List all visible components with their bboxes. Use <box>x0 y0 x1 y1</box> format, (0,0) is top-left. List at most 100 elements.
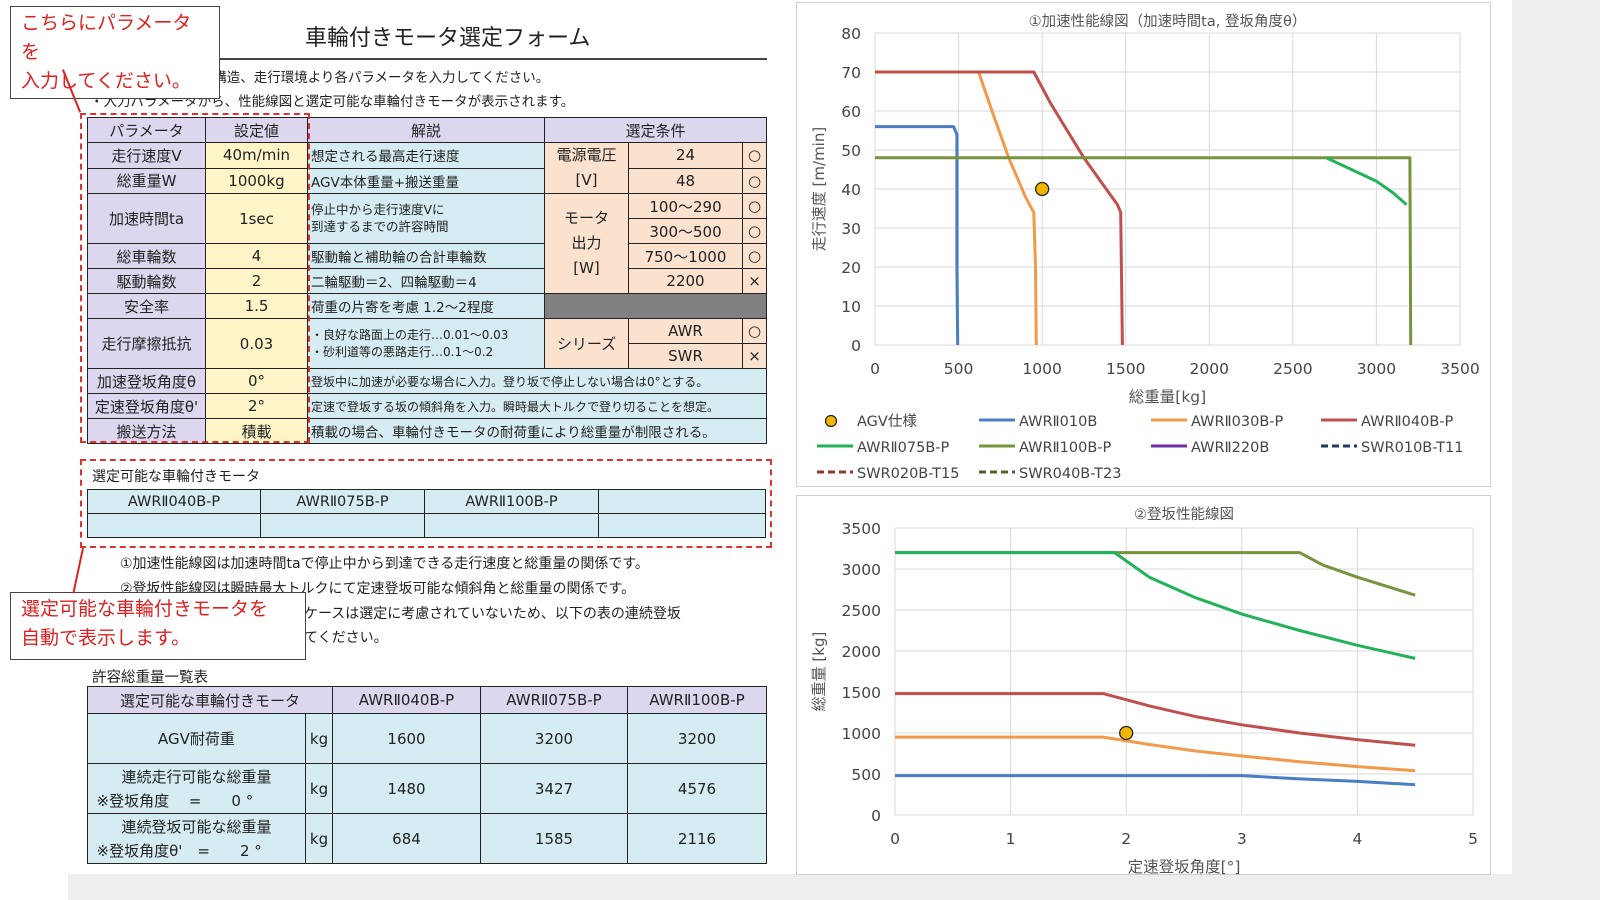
legend-label: SWR010B-T11 <box>1361 440 1463 456</box>
x-tick-label: 4 <box>1352 830 1362 848</box>
param-name: 総車輪数 <box>87 243 206 269</box>
title-rule <box>75 58 767 60</box>
param-value-safety[interactable]: 1.5 <box>205 293 308 319</box>
cond-voltage: 24 <box>628 142 743 169</box>
y-tick-label: 3500 <box>842 520 881 538</box>
cond-output: 2200 <box>628 268 743 294</box>
param-name: 定速登坂角度θ' <box>87 393 206 419</box>
cond-mark: ○ <box>742 218 767 244</box>
accel-chart: ①加速性能線図（加速時間ta, 登坂角度θ） 0 10 20 30 40 50 60 70 80 0… <box>810 13 1480 482</box>
climb-chart-panel: ②登坂性能線図 0 500 1000 1500 2000 2500 3000 3500 0 1 2 3 4… <box>796 495 1491 876</box>
sheet-background <box>68 874 1548 900</box>
x-tick-label: 0 <box>870 360 880 378</box>
allowable-value: 1480 <box>332 763 481 814</box>
agv-spec-marker <box>1034 181 1050 197</box>
param-desc: 定速で登坂する坂の傾斜角を入力。瞬時最大トルクで登り切ることを想定。 <box>307 393 767 419</box>
param-desc: 積載の場合、車輪付きモータの耐荷重により総重量が制限される。 <box>307 418 767 444</box>
selectable-motor <box>598 489 766 514</box>
param-value-speed[interactable]: 40m/min <box>205 142 308 169</box>
allowable-unit: kg <box>305 713 333 764</box>
form-title: 車輪付きモータ選定フォーム <box>305 26 591 51</box>
y-tick-label: 1500 <box>842 684 881 702</box>
legend-label: AGV仕様 <box>857 413 917 430</box>
y-tick-label: 0 <box>871 807 881 825</box>
param-name: 走行速度V <box>87 142 206 169</box>
cond-mark: ○ <box>742 167 767 194</box>
param-value-weight[interactable]: 1000kg <box>205 167 308 194</box>
param-desc: 停止中から走行速度Vに 到達するまでの許容時間 <box>307 193 545 244</box>
agv-spec-marker <box>1119 725 1134 741</box>
cond-mark: ○ <box>742 193 767 219</box>
allowable-row-label: 連続登坂可能な総重量 ※登坂角度θ' = 2 ° <box>87 813 306 864</box>
cond-series: AWR <box>628 318 743 344</box>
x-axis-label: 定速登坂角度[°] <box>1128 858 1241 876</box>
header-cond: 選定条件 <box>544 117 767 143</box>
allowable-unit: kg <box>305 813 333 864</box>
y-tick-label: 80 <box>841 25 861 43</box>
selectable-motor: AWRⅡ040B-P <box>87 489 261 514</box>
header-desc: 解説 <box>307 117 545 143</box>
param-value-accel-angle[interactable]: 0° <box>205 368 308 394</box>
selectable-label: 選定可能な車輪付きモータ <box>92 469 260 485</box>
auto-callout: 選定可能な車輪付きモータを 自動で表示します。 <box>10 592 306 660</box>
param-desc: 登坂中に加速が必要な場合に入力。登り坂で停止しない場合は0°とする。 <box>307 368 767 394</box>
sheet-background-right <box>1512 0 1600 900</box>
input-highlight-box <box>80 113 310 443</box>
legend-label: SWR040B-T23 <box>1019 466 1121 482</box>
accel-chart-panel: ①加速性能線図（加速時間ta, 登坂角度θ） 0 10 20 30 40 50 60 70 80 0… <box>796 2 1491 487</box>
x-tick-label: 0 <box>890 830 900 848</box>
cond-output: 100～290 <box>628 193 743 219</box>
series-line <box>875 156 1413 346</box>
parameter-table: パラメータ 設定値 解説 選定条件 走行速度V 40m/min 想定される最高走… <box>87 117 767 444</box>
param-name: 加速登坂角度θ <box>87 368 206 394</box>
x-tick-label: 1000 <box>1022 360 1061 378</box>
allowable-header: 選定可能な車輪付きモータ <box>87 686 333 714</box>
param-name: 搬送方法 <box>87 418 206 444</box>
param-desc: 想定される最高走行速度 <box>307 142 545 169</box>
legend-label: AWRⅡ220B <box>1191 440 1269 456</box>
series-line <box>895 551 1416 597</box>
allowable-motor: AWRⅡ075B-P <box>480 686 628 714</box>
climb-chart: ②登坂性能線図 0 500 1000 1500 2000 2500 3000 3500 0 1 2 3 4… <box>810 506 1478 876</box>
cond-mark: × <box>742 343 767 369</box>
x-tick-label: 3000 <box>1357 360 1396 378</box>
cond-output: 300～500 <box>628 218 743 244</box>
param-value-wheels[interactable]: 4 <box>205 243 308 269</box>
series-line <box>875 70 1124 346</box>
legend-marker <box>824 414 838 428</box>
allowable-row-label: AGV耐荷重 <box>87 713 306 764</box>
series-line <box>1325 156 1408 206</box>
allowable-row-label: 連続走行可能な総重量 ※登坂角度 = 0 ° <box>87 763 306 814</box>
legend-label: AWRⅡ100B-P <box>1019 440 1112 456</box>
legend-label: AWRⅡ040B-P <box>1361 414 1454 430</box>
legend-label: AWRⅡ030B-P <box>1191 414 1284 430</box>
x-tick-label: 2000 <box>1190 360 1229 378</box>
param-value-friction[interactable]: 0.03 <box>205 318 308 369</box>
x-tick-label: 1500 <box>1106 360 1145 378</box>
selectable-motor: AWRⅡ075B-P <box>260 489 425 514</box>
series-line <box>895 774 1416 787</box>
header-param: パラメータ <box>87 117 206 143</box>
series-line <box>895 735 1416 773</box>
y-axis-label: 走行速度 [m/min] <box>810 127 828 251</box>
cond-blank <box>544 293 767 319</box>
cond-mark: × <box>742 268 767 294</box>
param-desc: ・良好な路面上の走行…0.01～0.03 ・砂利道等の悪路走行…0.1～0.2 <box>307 318 545 369</box>
allowable-value: 3200 <box>480 713 628 764</box>
param-desc: 駆動輪と補助輪の合計車輪数 <box>307 243 545 269</box>
allowable-motor: AWRⅡ100B-P <box>627 686 767 714</box>
param-value-accel[interactable]: 1sec <box>205 193 308 244</box>
x-tick-label: 3 <box>1237 830 1247 848</box>
allowable-table: 選定可能な車輪付きモータ AWRⅡ040B-P AWRⅡ075B-P AWRⅡ1… <box>87 686 767 864</box>
y-tick-label: 2500 <box>842 602 881 620</box>
param-desc: AGV本体重量+搬送重量 <box>307 167 545 194</box>
y-tick-label: 10 <box>841 298 861 316</box>
param-value-const-angle[interactable]: 2° <box>205 393 308 419</box>
param-value-drive-wheels[interactable]: 2 <box>205 268 308 294</box>
y-tick-label: 0 <box>851 337 861 355</box>
param-name: 総重量W <box>87 167 206 194</box>
cond-output: 750～1000 <box>628 243 743 269</box>
y-tick-label: 70 <box>841 64 861 82</box>
param-value-transport[interactable]: 積載 <box>205 418 308 444</box>
selectable-motor: AWRⅡ100B-P <box>424 489 599 514</box>
